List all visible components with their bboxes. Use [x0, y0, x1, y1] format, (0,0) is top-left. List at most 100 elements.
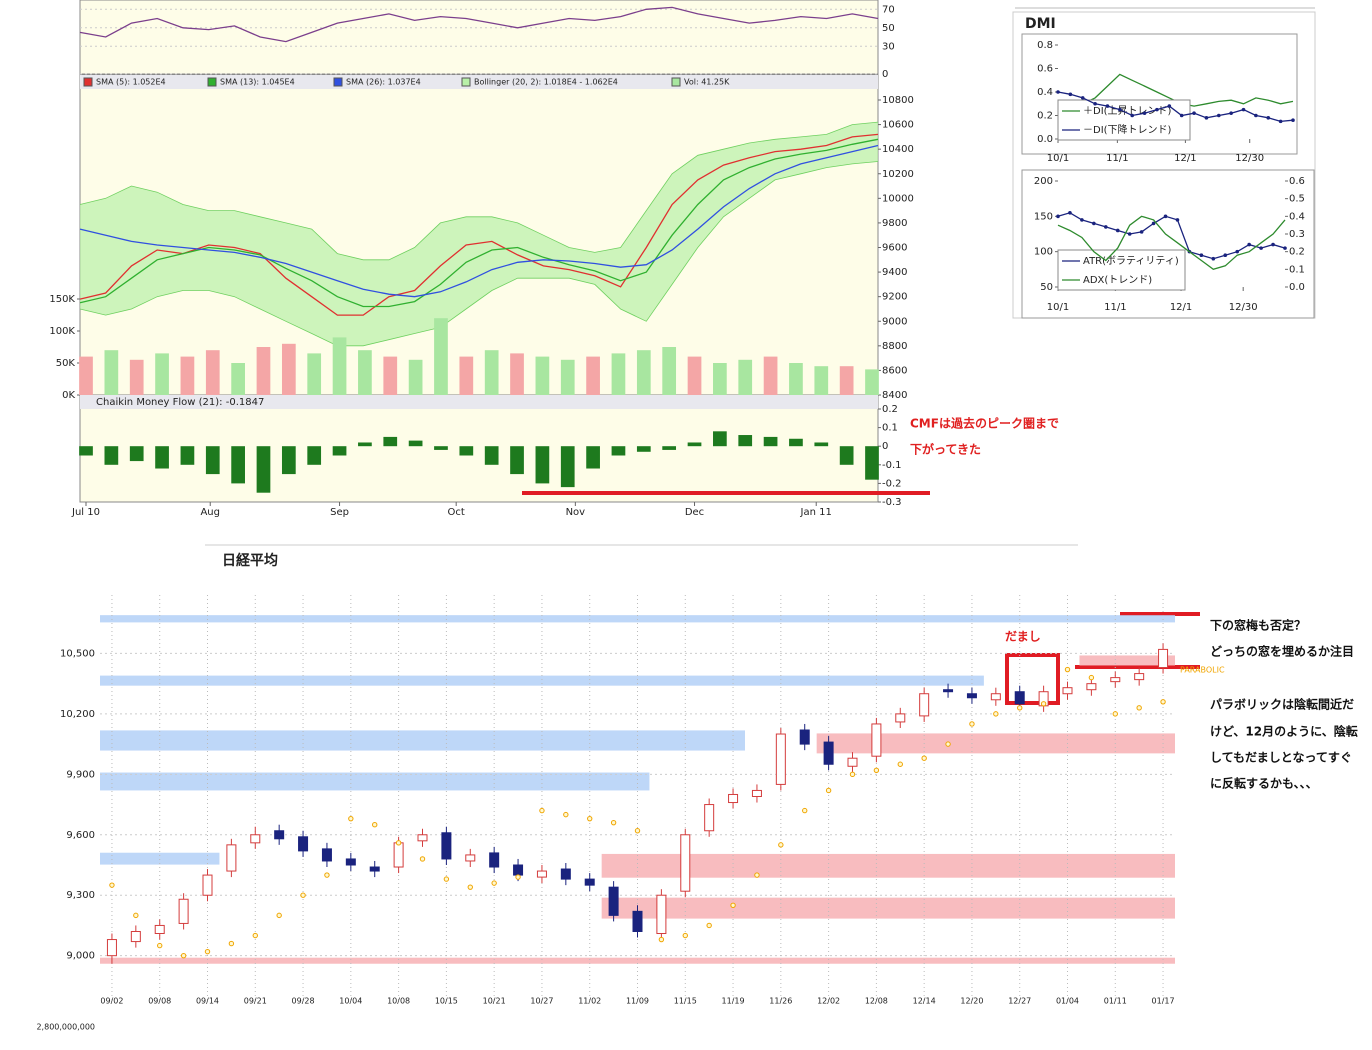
- parabolic-dot: [778, 842, 784, 848]
- candle-body: [632, 910, 643, 932]
- y-tick-label: 50K: [56, 358, 76, 369]
- bar: [180, 356, 195, 395]
- legend-swatch: [461, 77, 471, 87]
- point: [1211, 256, 1216, 261]
- legend-label: －DI(下降トレンド): [1083, 123, 1172, 136]
- point: [1175, 218, 1180, 222]
- candle-body: [250, 834, 261, 844]
- bar: [484, 350, 499, 395]
- y-tick-label: 8400: [882, 390, 907, 401]
- parabolic-dot: [706, 922, 712, 929]
- point: [1229, 111, 1233, 115]
- legend-label: Bollinger (20, 2): 1.018E4 - 1.062E4: [474, 78, 618, 87]
- price-gap-zone: [601, 897, 1175, 919]
- legend-label: ADX(トレンド): [1083, 275, 1152, 286]
- y-tick-label: 0.5: [1289, 194, 1305, 205]
- y-tick-label: 10600: [882, 120, 914, 131]
- bar: [611, 353, 626, 395]
- y-tick-label: 150K: [49, 294, 75, 305]
- x-tick-label: 01/11: [1104, 997, 1127, 1006]
- y-tick-label: 0.1: [882, 423, 898, 434]
- x-tick-label: Dec: [685, 507, 704, 518]
- x-tick-label: 12/14: [913, 997, 936, 1006]
- annotation: に反転するかも、、、: [1210, 776, 1318, 791]
- bar: [307, 446, 322, 465]
- bar: [358, 442, 372, 447]
- x-tick-label: 09/28: [292, 997, 315, 1006]
- bar: [586, 446, 600, 469]
- candle-body: [130, 930, 141, 943]
- point: [1130, 113, 1135, 118]
- y-tick-label: 9200: [882, 292, 907, 303]
- candle-body: [536, 870, 547, 878]
- candle-body: [775, 733, 786, 785]
- series-line: [1057, 212, 1286, 260]
- point: [1163, 214, 1168, 219]
- x-tick-label: 12/20: [960, 997, 983, 1006]
- x-tick-label: 12/30: [1235, 153, 1264, 164]
- price-gap-zone: [601, 853, 1175, 878]
- parabolic-dot: [539, 807, 545, 814]
- x-tick-label: 12/30: [1229, 302, 1258, 313]
- y-tick-label: -0.3: [882, 497, 902, 508]
- bar: [307, 353, 322, 395]
- candle-body: [799, 729, 810, 745]
- parabolic-dot: [587, 815, 593, 822]
- y-tick-label: 0: [882, 441, 888, 452]
- chart-layer: 0 30 50 70 8400 8600 8800 9000 9200 9400 9600 9800 1…: [36, 4, 1357, 1031]
- parabolic-dot: [324, 872, 330, 878]
- y-tick-label: 50: [1040, 282, 1053, 293]
- candle-body: [728, 793, 739, 804]
- bar: [129, 446, 144, 462]
- y-tick-label: 8600: [882, 365, 907, 376]
- x-tick-label: 10/1: [1047, 153, 1069, 164]
- candle-body: [417, 834, 428, 842]
- parabolic-dot: [754, 872, 760, 878]
- y-tick-label: 9400: [882, 267, 907, 278]
- candle-body: [226, 844, 237, 872]
- candle-body: [1158, 648, 1169, 669]
- x-tick-label: 09/02: [100, 997, 123, 1006]
- x-tick-label: 10/08: [387, 997, 410, 1006]
- y-tick-label: 9,000: [66, 951, 95, 962]
- series-line: [1057, 91, 1294, 123]
- chart-title: DMI: [1025, 16, 1056, 32]
- parabolic-dot: [395, 840, 402, 846]
- bar: [104, 446, 119, 465]
- y-tick-label: 0.6: [1037, 64, 1053, 75]
- parabolic-dot: [634, 828, 641, 834]
- x-tick-label: Sep: [330, 507, 349, 518]
- parabolic-dot: [1112, 711, 1118, 717]
- legend-label: Vol: 41.25K: [684, 78, 730, 87]
- x-tick-label: 11/15: [674, 997, 697, 1006]
- series-line: [79, 138, 879, 308]
- bar: [434, 318, 448, 395]
- y-tick-label: 9,900: [66, 769, 95, 780]
- legend-label: SMA (26): 1.037E4: [346, 78, 421, 87]
- series-line: [79, 6, 879, 43]
- parabolic-dot: [849, 771, 856, 778]
- candle-body: [895, 713, 906, 723]
- parabolic-dot: [491, 880, 497, 886]
- parabolic-dot: [372, 822, 378, 828]
- parabolic-dot: [467, 884, 473, 890]
- bar: [459, 356, 474, 395]
- point: [1247, 242, 1251, 247]
- bar: [459, 446, 474, 456]
- series-line: [1057, 215, 1286, 271]
- parabolic-dot: [682, 932, 688, 939]
- point: [1127, 232, 1132, 236]
- y-tick-label: 10000: [882, 193, 914, 204]
- candle-body: [202, 874, 213, 896]
- x-tick-label: 10/15: [435, 997, 458, 1006]
- bar: [687, 356, 702, 395]
- price-gap-zone: [100, 730, 745, 751]
- parabolic-dot: [897, 761, 903, 767]
- candle-body: [560, 868, 571, 880]
- bar: [231, 446, 245, 484]
- x-tick-label: Nov: [566, 507, 586, 518]
- annotation: だまし: [1005, 630, 1041, 644]
- point: [1056, 214, 1060, 219]
- point: [1068, 92, 1073, 97]
